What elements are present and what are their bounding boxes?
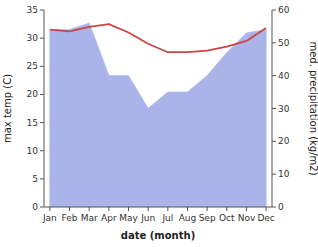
y-tick-label: 30	[27, 33, 39, 43]
y2-tick-label: 0	[278, 202, 284, 212]
chart: 0 5 10 15 20 25 30 35 0 10 20 30 40 50 60 Jan FebMarAprM…	[0, 0, 318, 247]
plot-area	[50, 23, 266, 207]
y2-tick	[272, 75, 276, 76]
y2-tick	[272, 174, 276, 175]
y2-tick-label: 40	[278, 71, 290, 81]
x-tick	[226, 207, 227, 211]
y-tick-label: 20	[27, 89, 39, 99]
x-tick-label: Aug	[179, 213, 197, 223]
x-tick	[207, 207, 208, 211]
x-tick	[128, 207, 129, 211]
y2-tick-label: 50	[278, 38, 290, 48]
y-tick-label: 10	[27, 146, 39, 156]
y-tick	[40, 122, 44, 123]
x-tick-label: Apr	[101, 213, 117, 223]
y-tick	[40, 150, 44, 151]
x-tick	[49, 207, 50, 211]
x-tick-label: Sep	[199, 213, 216, 223]
x-tick	[266, 207, 267, 211]
y2-tick-label: 60	[278, 5, 290, 15]
y2-tick-label: 10	[278, 169, 290, 179]
x-tick-label: May	[119, 213, 138, 223]
y-tick	[40, 178, 44, 179]
y2-tick-label: 30	[278, 104, 290, 114]
y-tick-label: 15	[27, 118, 38, 128]
y2-tick	[272, 108, 276, 109]
x-tick-label: Nov	[238, 213, 256, 223]
y2-tick	[272, 42, 276, 43]
x-tick-label: Feb	[62, 213, 78, 223]
x-tick	[246, 207, 247, 211]
temperature-line	[50, 24, 266, 52]
y2-tick-label: 20	[278, 136, 290, 146]
y2-tick	[272, 10, 276, 11]
x-axis-line	[44, 207, 272, 208]
x-tick	[69, 207, 70, 211]
x-tick-label: Jan	[42, 213, 57, 223]
y-tick	[40, 38, 44, 39]
x-tick	[187, 207, 188, 211]
y-tick-label: 35	[27, 5, 38, 15]
x-axis-label: date (month)	[121, 230, 195, 241]
y-tick	[40, 207, 44, 208]
y-tick-label: 0	[32, 202, 38, 212]
y-tick	[40, 66, 44, 67]
x-tick-label: Oct	[219, 213, 235, 223]
x-tick-label: Jul	[161, 213, 173, 223]
y-tick-label: 25	[27, 61, 38, 71]
x-tick	[148, 207, 149, 211]
precipitation-area	[50, 23, 266, 207]
y2-tick	[272, 207, 276, 208]
x-tick	[108, 207, 109, 211]
y-tick	[40, 94, 44, 95]
y2-tick	[272, 141, 276, 142]
y-tick	[40, 10, 44, 11]
x-tick-label: Jun	[140, 213, 155, 223]
x-tick-label: Dec	[257, 213, 274, 223]
y-tick-label: 5	[32, 174, 38, 184]
x-tick	[89, 207, 90, 211]
x-tick	[167, 207, 168, 211]
y2-axis-label: med. precipitation (kg/m2)	[308, 41, 318, 175]
y-axis-label: max temp (C)	[2, 74, 13, 143]
x-tick-label: Mar	[81, 213, 98, 223]
y-axis-line	[44, 10, 45, 207]
